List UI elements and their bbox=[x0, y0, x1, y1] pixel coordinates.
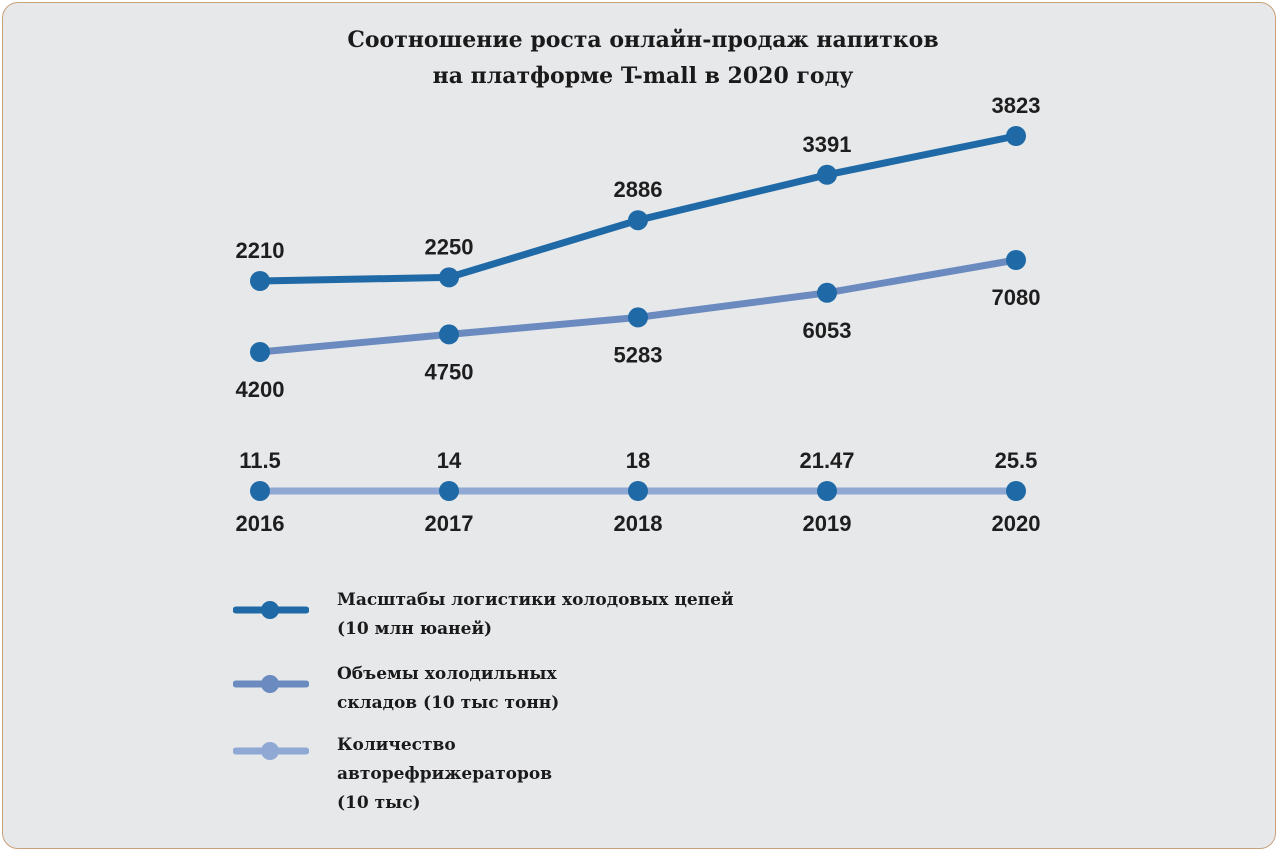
data-label-refrigerated-trucks-2020: 25.5 bbox=[995, 448, 1038, 473]
data-label-cold-storage-2017: 4750 bbox=[425, 359, 474, 384]
data-point-refrigerated-trucks-2016 bbox=[250, 481, 270, 501]
chart-title-line-2: на платформе T-mall в 2020 году bbox=[432, 63, 854, 89]
data-label-cold-chain-logistics-2018: 2886 bbox=[614, 177, 663, 202]
legend-label-refrigerated-trucks: Количество авторефрижераторов (10 тыс) bbox=[337, 735, 553, 813]
data-point-cold-chain-logistics-2016 bbox=[250, 271, 270, 291]
data-label-cold-storage-2016: 4200 bbox=[236, 377, 285, 402]
data-label-refrigerated-trucks-2017: 14 bbox=[437, 448, 462, 473]
data-label-refrigerated-trucks-2019: 21.47 bbox=[799, 448, 854, 473]
legend-swatch-refrigerated-trucks bbox=[233, 742, 309, 760]
data-label-refrigerated-trucks-2018: 18 bbox=[626, 448, 650, 473]
data-label-cold-storage-2018: 5283 bbox=[614, 342, 663, 367]
x-tick-label-2016: 2016 bbox=[236, 511, 285, 536]
data-label-cold-chain-logistics-2017: 2250 bbox=[425, 234, 474, 259]
legend-label-cold-storage: Объемы холодильных складов (10 тыс тонн) bbox=[337, 664, 560, 713]
data-point-cold-chain-logistics-2020 bbox=[1006, 126, 1026, 146]
data-label-refrigerated-trucks-2016: 11.5 bbox=[239, 448, 281, 473]
data-point-cold-storage-2017 bbox=[439, 324, 459, 345]
data-point-refrigerated-trucks-2019 bbox=[817, 481, 837, 501]
data-point-cold-storage-2018 bbox=[628, 307, 648, 328]
data-label-cold-storage-2019: 6053 bbox=[803, 318, 852, 343]
chart-title-line-1: Соотношение роста онлайн-продаж напитков bbox=[347, 27, 939, 53]
data-point-cold-storage-2019 bbox=[817, 282, 837, 303]
data-label-cold-chain-logistics-2019: 3391 bbox=[803, 132, 852, 157]
data-label-cold-chain-logistics-2016: 2210 bbox=[236, 238, 285, 263]
data-point-cold-chain-logistics-2018 bbox=[628, 210, 648, 231]
data-point-cold-storage-2020 bbox=[1006, 250, 1026, 270]
x-tick-label-2017: 2017 bbox=[425, 511, 474, 536]
legend-swatch-cold-storage bbox=[233, 675, 309, 693]
data-point-cold-chain-logistics-2019 bbox=[817, 164, 837, 185]
data-point-cold-storage-2016 bbox=[250, 342, 270, 362]
x-tick-label-2020: 2020 bbox=[992, 511, 1041, 536]
data-point-cold-chain-logistics-2017 bbox=[439, 267, 459, 288]
x-tick-label-2018: 2018 bbox=[614, 511, 663, 536]
line-chart: 2210 2250 2886 3391 3823 4200 4750 5283 6053 7080… bbox=[236, 93, 1041, 536]
data-point-refrigerated-trucks-2017 bbox=[439, 481, 459, 501]
data-label-cold-chain-logistics-2020: 3823 bbox=[992, 93, 1041, 118]
legend-label-cold-chain-logistics: Масштабы логистики холодовых цепей (10 м… bbox=[337, 590, 734, 639]
data-point-refrigerated-trucks-2020 bbox=[1006, 481, 1026, 501]
data-point-refrigerated-trucks-2018 bbox=[628, 481, 648, 501]
series-line-cold-storage bbox=[256, 256, 1020, 356]
data-label-cold-storage-2020: 7080 bbox=[992, 285, 1041, 310]
legend-swatch-cold-chain-logistics bbox=[233, 601, 309, 619]
series-line-cold-chain-logistics bbox=[256, 132, 1020, 285]
x-tick-label-2019: 2019 bbox=[803, 511, 852, 536]
